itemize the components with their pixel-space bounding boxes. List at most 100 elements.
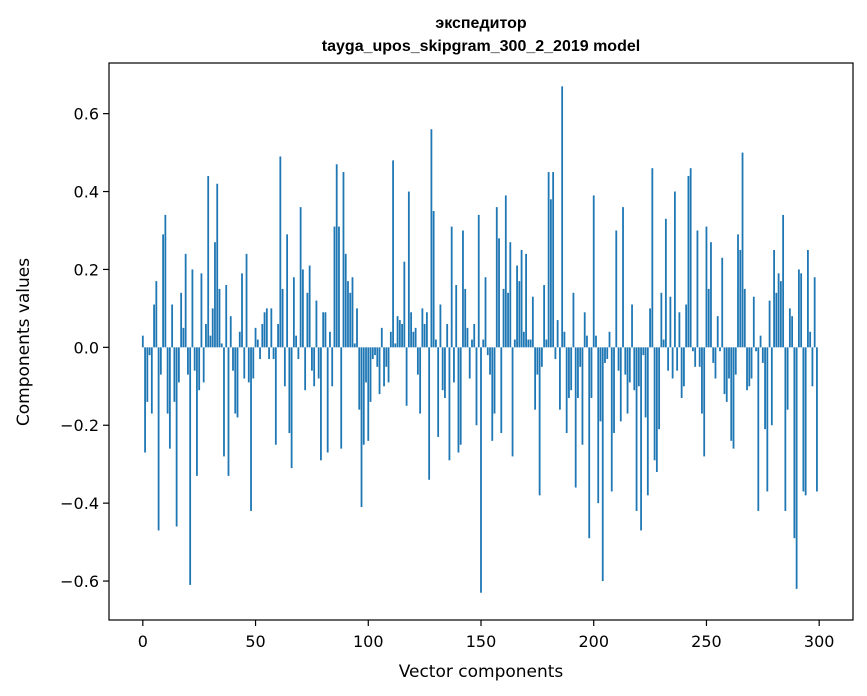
x-tick-label: 100 — [353, 632, 384, 651]
bar — [724, 347, 726, 394]
bar — [336, 164, 338, 347]
bar — [543, 285, 545, 347]
bar — [216, 184, 218, 348]
bar — [654, 347, 656, 460]
bar — [189, 347, 191, 585]
bar — [259, 347, 261, 359]
bar — [645, 347, 647, 417]
bar — [784, 347, 786, 511]
bar — [473, 324, 475, 347]
bar — [442, 347, 444, 390]
y-tick-label: 0.6 — [74, 105, 99, 124]
bar — [246, 254, 248, 347]
bar — [688, 176, 690, 347]
bar — [158, 347, 160, 530]
bar — [345, 254, 347, 347]
bar — [762, 347, 764, 363]
bar — [814, 277, 816, 347]
bar — [239, 332, 241, 348]
bar — [595, 336, 597, 348]
y-tick-label: 0.0 — [74, 338, 99, 357]
bar — [545, 340, 547, 348]
bar — [451, 227, 453, 348]
bar — [155, 281, 157, 347]
bar — [257, 340, 259, 348]
bar — [771, 347, 773, 425]
bar — [331, 347, 333, 386]
bar — [358, 347, 360, 409]
bar — [773, 250, 775, 347]
bar — [559, 347, 561, 409]
bar — [613, 347, 615, 433]
bar — [440, 305, 442, 348]
bar — [279, 156, 281, 347]
bar — [712, 347, 714, 363]
bar — [469, 347, 471, 378]
y-tick-label: 0.2 — [74, 260, 99, 279]
bar — [593, 195, 595, 347]
bar — [706, 227, 708, 348]
bar — [491, 347, 493, 440]
bar — [187, 347, 189, 374]
bar — [482, 340, 484, 348]
bar — [679, 312, 681, 347]
bar — [273, 347, 275, 359]
bar — [268, 347, 270, 359]
bar — [435, 340, 437, 348]
bar — [149, 347, 151, 355]
bar — [658, 347, 660, 429]
bar — [597, 347, 599, 503]
bar — [444, 347, 446, 398]
bar — [807, 250, 809, 347]
bar — [183, 328, 185, 347]
bar — [791, 316, 793, 347]
bar — [243, 347, 245, 378]
bar — [309, 266, 311, 348]
bar — [622, 207, 624, 347]
bar — [162, 234, 164, 347]
x-axis-ticks: 0 50 100 150 200 250 300 — [138, 620, 835, 651]
bar — [602, 347, 604, 581]
bar — [744, 289, 746, 347]
bar — [735, 347, 737, 374]
bar — [376, 347, 378, 366]
bar — [223, 347, 225, 456]
bar — [541, 347, 543, 366]
bar — [412, 332, 414, 348]
bar — [564, 332, 566, 348]
y-tick-label: −0.2 — [60, 416, 99, 435]
bar — [363, 347, 365, 444]
x-tick-label: 50 — [245, 632, 265, 651]
bar — [588, 347, 590, 538]
bar — [710, 242, 712, 347]
bar — [485, 277, 487, 347]
bar — [742, 153, 744, 348]
bar — [367, 347, 369, 440]
bar — [476, 347, 478, 425]
bar — [349, 293, 351, 348]
bar — [428, 347, 430, 479]
bar — [746, 347, 748, 390]
bar — [591, 347, 593, 398]
bar — [760, 336, 762, 348]
bar — [151, 347, 153, 413]
bar — [210, 336, 212, 348]
bar — [600, 347, 602, 421]
bar — [153, 305, 155, 348]
bar — [203, 347, 205, 382]
chart-title: экспедитор — [435, 15, 526, 32]
bar — [568, 347, 570, 398]
bar — [399, 320, 401, 347]
bar — [640, 347, 642, 530]
bar — [383, 347, 385, 386]
bar — [812, 347, 814, 386]
bar — [419, 347, 421, 413]
bar — [316, 301, 318, 348]
bar — [647, 347, 649, 495]
bar — [561, 86, 563, 347]
bar — [167, 347, 169, 413]
bar — [194, 347, 196, 370]
bar — [453, 347, 455, 382]
bar — [361, 347, 363, 507]
bar — [539, 347, 541, 495]
